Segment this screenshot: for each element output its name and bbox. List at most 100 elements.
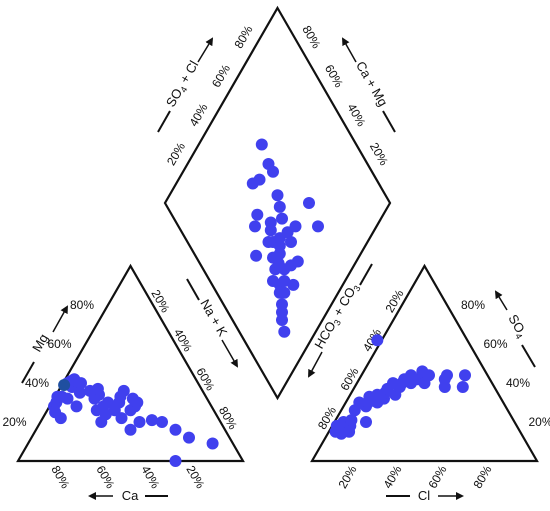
diamond-point-25 xyxy=(273,200,286,213)
diamond-so4-cl-tick-80%: 80% xyxy=(231,23,255,51)
anion-cl-tick-40%: 40% xyxy=(380,463,404,491)
anion-point-36 xyxy=(371,334,384,347)
cation-triangle-frame xyxy=(16,263,245,463)
cation-point-39 xyxy=(206,437,219,450)
hco3-co3-axis-arrow xyxy=(308,351,323,378)
diamond-point-34 xyxy=(312,220,324,233)
diamond-point-13 xyxy=(287,278,300,291)
anion-so4-tick-80%: 80% xyxy=(461,298,485,312)
diamond-points xyxy=(246,138,324,338)
cation-point-12 xyxy=(73,386,86,399)
diamond-plot: 20% 20%40% 40%60% 60%80% 80% SO4 + Cl Ca + M… xyxy=(157,5,396,401)
diamond-so4-cl-tick-40%: 40% xyxy=(186,101,210,129)
cation-point-31 xyxy=(117,384,130,397)
cation-mg-tick-40%: 40% xyxy=(25,376,49,390)
cation-mg-tick-20%: 20% xyxy=(2,415,26,429)
cation-mg-tick-60%: 60% xyxy=(47,337,71,351)
na-k-axis-arrow xyxy=(221,339,238,368)
diamond-so4-cl-tick-20%: 20% xyxy=(164,140,188,168)
so4-cl-axis-dash xyxy=(157,110,171,133)
cation-point-30 xyxy=(133,416,146,428)
anion-point-33 xyxy=(441,369,453,382)
anion-triangle-frame xyxy=(310,263,539,463)
cation-point-37 xyxy=(169,423,182,436)
diamond-ca-mg-tick-40%: 40% xyxy=(344,101,368,129)
diamond-point-30 xyxy=(250,249,263,262)
cation-mg-tick-80%: 80% xyxy=(70,298,94,312)
svg-text:SO4: SO4 xyxy=(504,312,531,341)
cation-triangle: 20%20%20%40%40%40%60%60%60%80%80%80% Ca … xyxy=(2,263,245,503)
ca-mg-axis-dash xyxy=(382,110,396,133)
anion-point-34 xyxy=(456,381,469,393)
svg-text:HCO3 + CO3: HCO3 + CO3 xyxy=(311,280,362,352)
hco3-co3-axis-dash xyxy=(359,263,373,286)
ca-axis-label: Ca xyxy=(122,488,139,503)
cation-point-35 xyxy=(145,414,158,427)
diamond-point-32 xyxy=(255,138,268,151)
anion-point-8 xyxy=(345,414,358,427)
mg-axis-dash xyxy=(21,361,35,384)
anion-so4-tick-40%: 40% xyxy=(506,376,530,390)
anion-cl-tick-60%: 60% xyxy=(425,463,449,491)
ca-mg-axis-arrow xyxy=(342,37,357,63)
diamond-point-26 xyxy=(289,220,302,233)
cation-point-26 xyxy=(124,423,137,436)
diamond-so4-cl-tick-60%: 60% xyxy=(209,62,233,90)
cation-point-3 xyxy=(54,412,67,425)
cation-point-7 xyxy=(61,392,74,405)
cation-points xyxy=(48,373,219,467)
so4-axis-label: SO4 xyxy=(504,312,531,341)
anion-cl-tick-80%: 80% xyxy=(470,463,494,491)
so4-axis-arrow xyxy=(494,290,508,311)
diamond-ca-mg-tick-20%: 20% xyxy=(367,140,391,168)
so4-cl-axis-arrow xyxy=(197,37,214,63)
diamond-point-38 xyxy=(249,220,261,233)
na-k-axis-label: Na + K xyxy=(197,297,230,340)
anion-cl-tick-20%: 20% xyxy=(335,463,359,491)
so4-axis-dash xyxy=(521,344,536,368)
diamond-point-29 xyxy=(262,236,275,248)
diamond-point-35 xyxy=(303,197,315,209)
diamond-point-33 xyxy=(251,208,264,221)
cation-ca-tick-40%: 40% xyxy=(138,463,162,491)
cation-ca-tick-60%: 60% xyxy=(93,463,117,491)
anion-points xyxy=(329,334,471,440)
cation-point-highlighted xyxy=(58,379,71,391)
cation-point-34 xyxy=(131,396,144,409)
diamond-point-27 xyxy=(271,189,284,202)
cation-point-38 xyxy=(183,431,195,444)
diamond-point-24 xyxy=(276,212,288,225)
anion-point-35 xyxy=(459,369,471,382)
cation-point-8 xyxy=(70,400,83,413)
diamond-point-4 xyxy=(276,298,288,311)
diamond-point-22 xyxy=(285,236,297,248)
cation-point-22 xyxy=(91,382,104,395)
diamond-point-36 xyxy=(246,177,259,190)
na-k-axis-dash xyxy=(186,278,200,301)
diamond-ca-mg-tick-80%: 80% xyxy=(299,23,323,51)
cation-point-40 xyxy=(169,455,182,467)
diamond-point-28 xyxy=(264,224,277,237)
cation-point-14 xyxy=(75,377,87,390)
cation-point-25 xyxy=(115,412,128,425)
ca-mg-axis-label: Ca + Mg xyxy=(353,59,391,109)
cation-point-23 xyxy=(102,396,114,409)
anion-so4-tick-20%: 20% xyxy=(528,415,550,429)
diamond-point-39 xyxy=(267,165,279,178)
hco3-co3-axis-label: HCO3 + CO3 xyxy=(311,280,362,352)
anion-point-10 xyxy=(360,416,372,428)
cation-ca-tick-20%: 20% xyxy=(183,463,207,491)
anion-so4-tick-60%: 60% xyxy=(483,337,507,351)
cl-axis-label: Cl xyxy=(418,488,430,503)
cation-ca-tick-80%: 80% xyxy=(48,463,72,491)
cation-point-36 xyxy=(156,416,168,428)
anion-triangle: 20%20%20%40%40%40%60%60%60%80%80%80% Cl … xyxy=(308,263,550,503)
anion-point-30 xyxy=(423,369,435,382)
diamond-point-1 xyxy=(278,325,291,338)
diamond-point-21 xyxy=(291,255,304,268)
diamond-point-10 xyxy=(278,275,291,287)
diamond-frame xyxy=(163,5,392,401)
mg-axis-arrow xyxy=(52,305,68,333)
diamond-ca-mg-tick-60%: 60% xyxy=(322,62,346,90)
